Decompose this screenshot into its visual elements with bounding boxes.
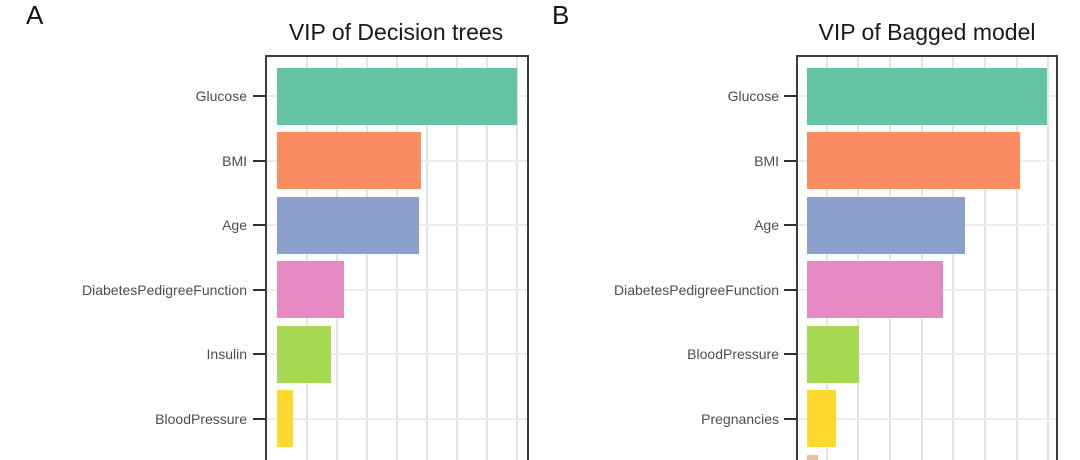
horizontal-gridline (798, 417, 1057, 420)
category-label: DiabetesPedigreeFunction (82, 281, 247, 298)
y-axis-tick (252, 288, 265, 291)
y-axis-tick (252, 417, 265, 420)
bar-age (277, 196, 419, 254)
vertical-gridline (396, 57, 398, 460)
bar-bloodpressure (277, 390, 293, 447)
y-axis-tick (252, 353, 265, 355)
vertical-gridline (920, 57, 923, 460)
category-label: BMI (222, 152, 247, 169)
panel-b-plot-area (796, 55, 1059, 460)
vertical-gridline (1047, 57, 1050, 460)
category-label: Pregnancies (701, 410, 779, 427)
category-label: Insulin (206, 346, 247, 362)
category-label: BloodPressure (155, 410, 247, 427)
bar-diabetespedigreefunction (277, 261, 345, 318)
vertical-gridline (336, 57, 338, 460)
vertical-gridline (888, 57, 891, 460)
vertical-gridline (426, 57, 428, 460)
vertical-gridline (952, 57, 955, 460)
panel-b-title: VIP of Bagged model (818, 19, 1036, 45)
bar-age (806, 196, 966, 254)
y-axis-tick (252, 224, 265, 226)
vertical-gridline (983, 57, 986, 460)
vertical-gridline (857, 57, 860, 460)
horizontal-gridline (266, 353, 527, 355)
category-label: Age (222, 217, 247, 233)
vertical-gridline (486, 57, 488, 460)
y-axis-tick (784, 95, 796, 97)
vertical-gridline (825, 57, 828, 460)
y-axis-tick (784, 159, 796, 162)
bar-bmi (806, 132, 1021, 189)
category-label: Glucose (727, 88, 779, 104)
y-axis-tick (784, 288, 796, 291)
bar-pregnancies (806, 390, 837, 447)
panel-a-plot-area (264, 55, 529, 460)
vertical-gridline (456, 57, 458, 460)
y-axis-tick (784, 353, 796, 355)
panel-a-letter: A (26, 0, 44, 30)
bar-insulin (277, 325, 332, 383)
category-label: Glucose (195, 88, 247, 104)
vertical-gridline (516, 57, 518, 460)
bar-glucose (277, 67, 517, 125)
horizontal-gridline (266, 417, 527, 420)
bar-bloodpressure (806, 325, 859, 383)
bar-glucose (806, 67, 1047, 125)
category-label: BMI (754, 152, 779, 169)
vertical-gridline (366, 57, 368, 460)
bar-bmi (277, 132, 421, 189)
vertical-gridline (1015, 57, 1018, 460)
y-axis-tick (252, 159, 265, 162)
panel-b-letter: B (552, 0, 570, 30)
y-axis-tick (252, 95, 265, 97)
category-label: BloodPressure (687, 346, 779, 362)
vertical-gridline (306, 57, 308, 460)
category-label: Age (754, 217, 779, 233)
horizontal-gridline (798, 353, 1057, 355)
y-axis-tick (784, 417, 796, 420)
y-axis-tick (784, 224, 796, 226)
horizontal-gridline (266, 288, 527, 291)
category-label: DiabetesPedigreeFunction (614, 281, 779, 298)
bar-row-6 (806, 454, 818, 460)
panel-a-title: VIP of Decision trees (288, 19, 504, 45)
bar-diabetespedigreefunction (806, 261, 944, 318)
